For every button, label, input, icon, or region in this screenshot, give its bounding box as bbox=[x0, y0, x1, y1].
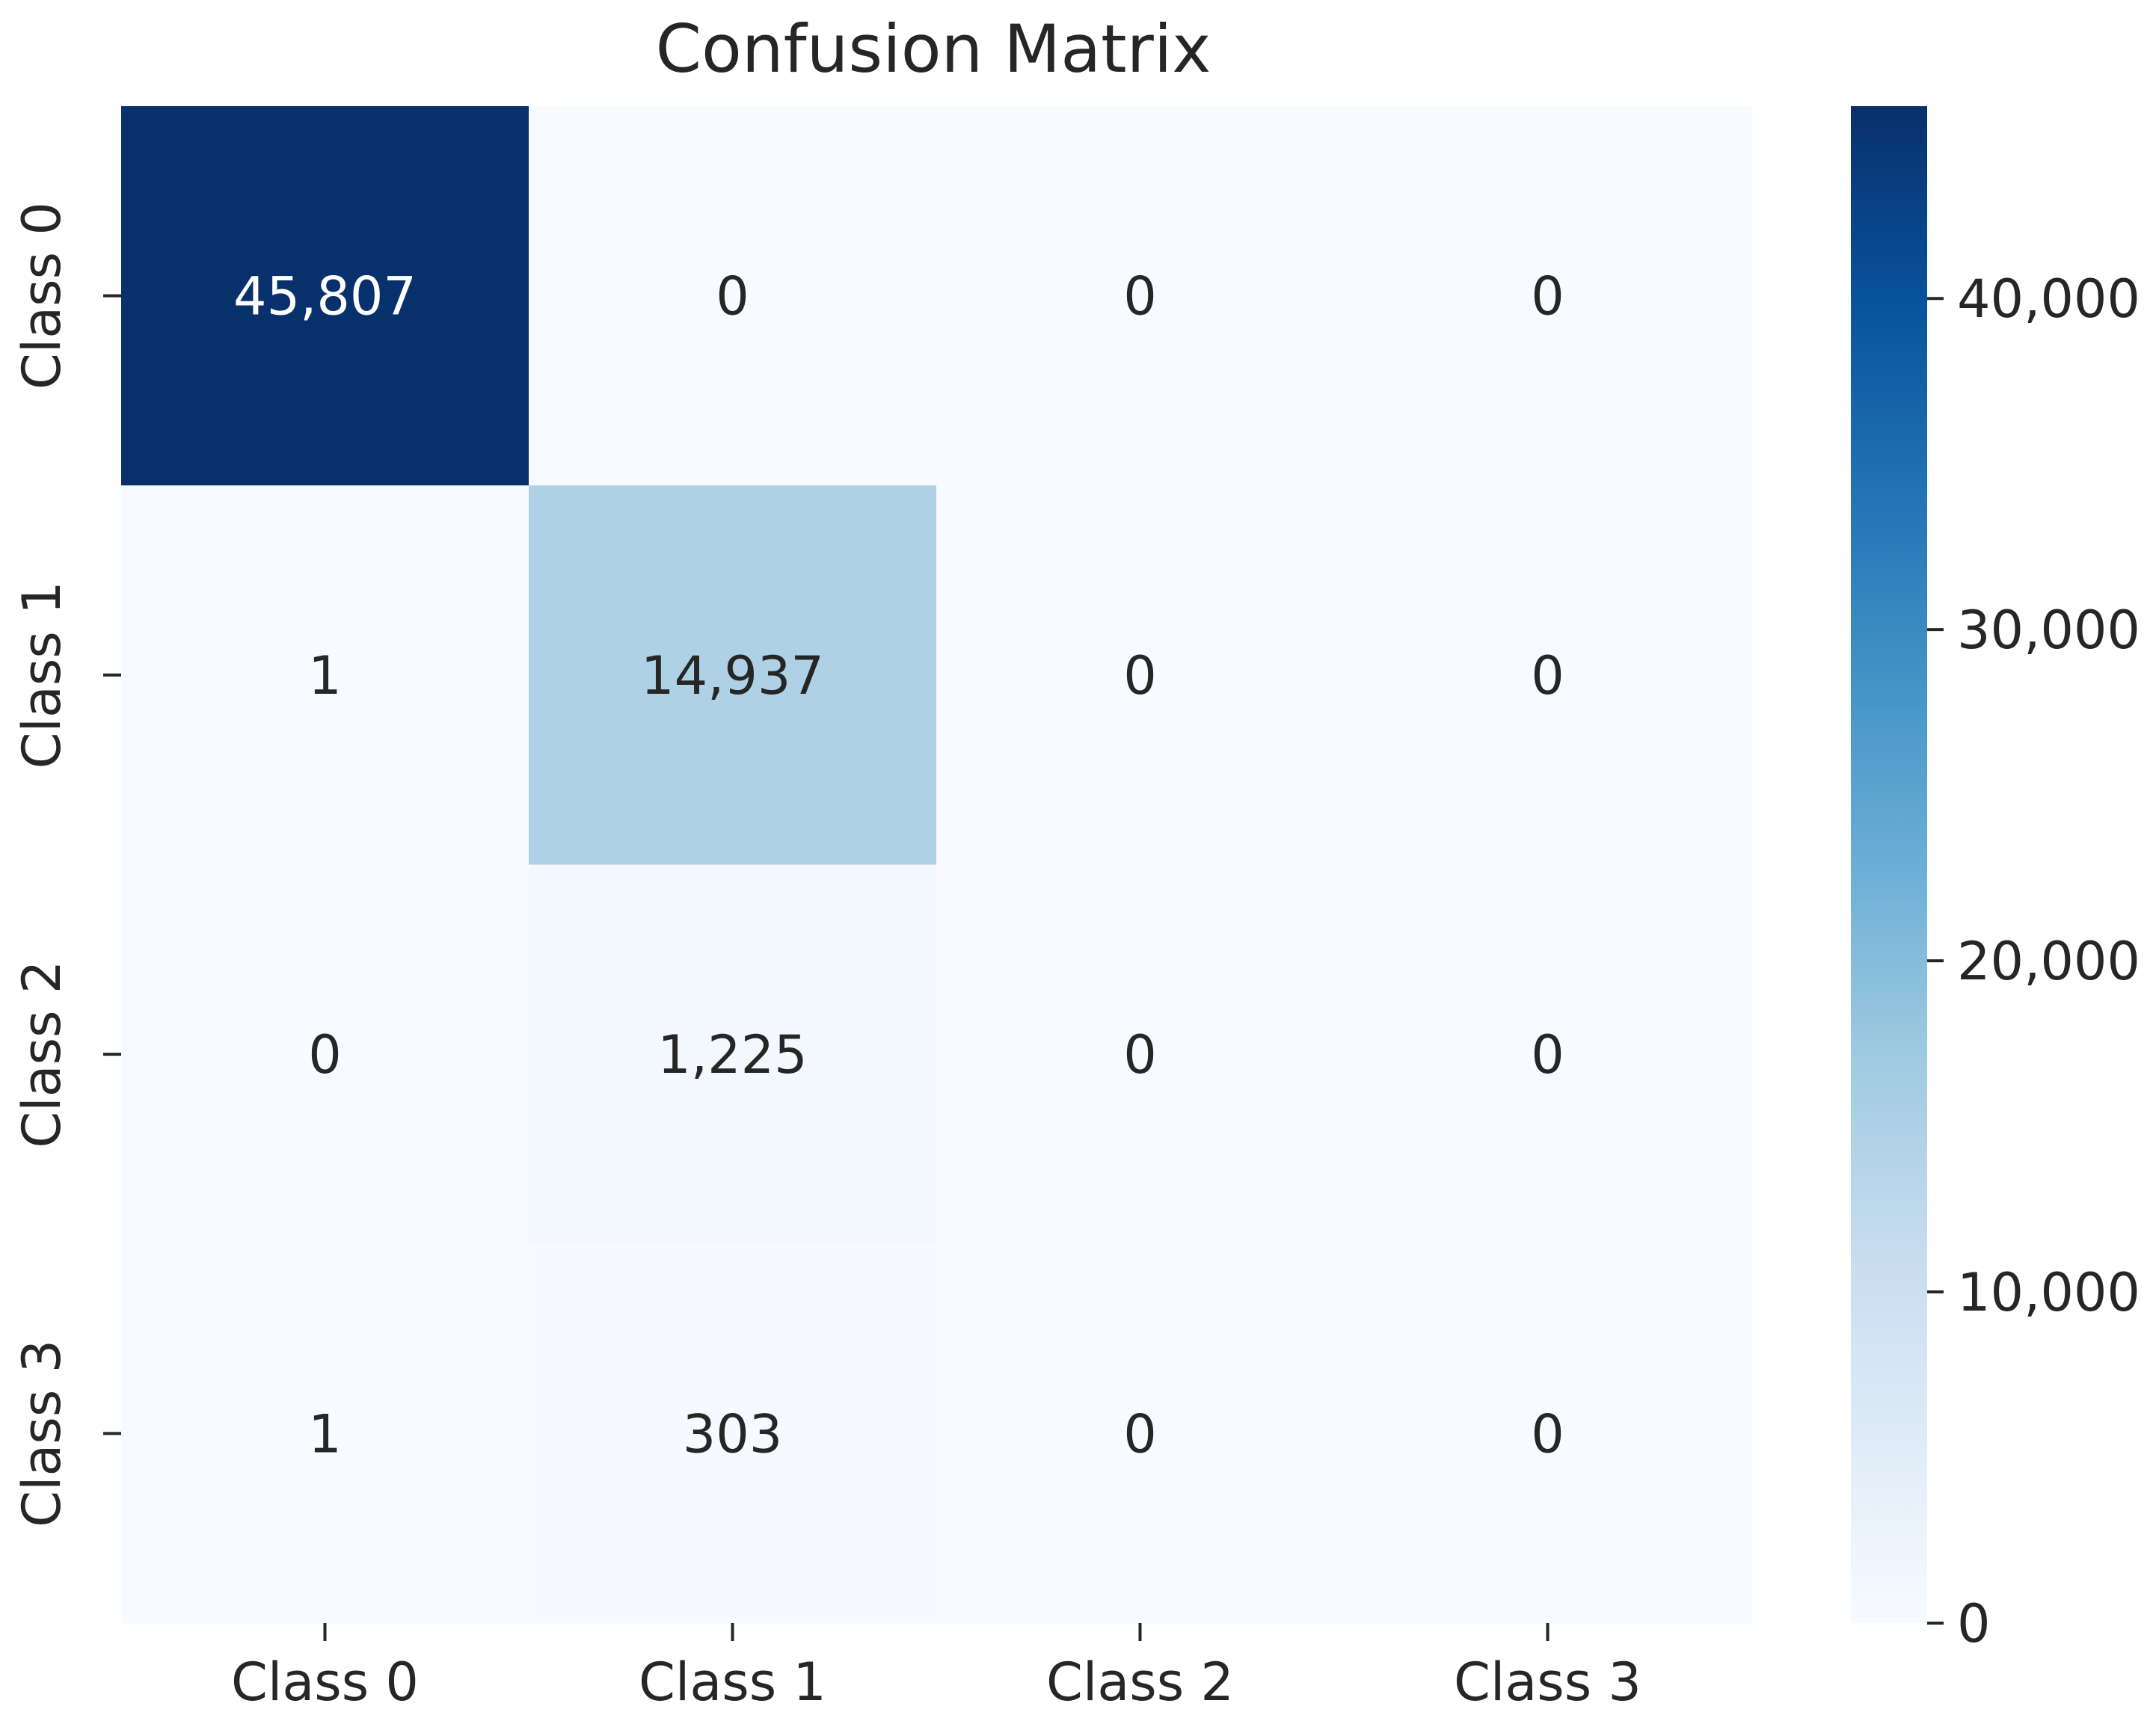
x-axis: Class 0 Class 1 Class 2 Class 3 bbox=[231, 1623, 1641, 1713]
heatmap-cell-r3-c0 bbox=[121, 1243, 529, 1624]
heatmap-cell-r3-c1 bbox=[529, 1243, 937, 1624]
cell-value-label: 0 bbox=[1531, 1403, 1564, 1465]
cell-value-label: 45,807 bbox=[233, 266, 417, 327]
cell-value-label: 1,225 bbox=[657, 1024, 807, 1086]
heatmap-cell-r3-c2 bbox=[936, 1243, 1345, 1624]
cell-value-label: 0 bbox=[1531, 266, 1564, 327]
colorbar: 0 10,000 20,000 30,000 40,000 bbox=[1851, 106, 2140, 1654]
cell-value-label: 0 bbox=[1123, 266, 1157, 327]
y-tick-label: Class 0 bbox=[11, 202, 73, 390]
cell-value-label: 0 bbox=[1123, 1024, 1157, 1086]
x-tick-label: Class 0 bbox=[231, 1652, 419, 1713]
heatmap-cell-r0-c0 bbox=[121, 106, 529, 486]
colorbar-tick-label: 0 bbox=[1957, 1593, 1991, 1654]
colorbar-tick-label: 30,000 bbox=[1957, 600, 2140, 661]
y-tick-label: Class 3 bbox=[11, 1340, 73, 1527]
heatmap-cell-labels: 45,807 0 0 0 1 14,937 0 0 0 1,225 0 0 1 303 0 0 bbox=[233, 266, 1564, 1465]
x-tick-label: Class 3 bbox=[1454, 1652, 1641, 1713]
heatmap-cell-r0-c1 bbox=[529, 106, 937, 486]
colorbar-tick-label: 40,000 bbox=[1957, 268, 2140, 330]
heatmap-cell-r2-c0 bbox=[121, 864, 529, 1245]
cell-value-label: 1 bbox=[308, 645, 342, 707]
heatmap-cell-r1-c1 bbox=[529, 485, 937, 865]
chart-title: Confusion Matrix bbox=[656, 10, 1211, 87]
heatmap-cell-r1-c2 bbox=[936, 485, 1345, 865]
heatmap-cell-r2-c2 bbox=[936, 864, 1345, 1245]
heatmap-cell-r2-c3 bbox=[1344, 864, 1752, 1245]
cell-value-label: 0 bbox=[1531, 1024, 1564, 1086]
cell-value-label: 0 bbox=[1123, 1403, 1157, 1465]
colorbar-tick-label: 20,000 bbox=[1957, 931, 2140, 992]
heatmap-cell-r3-c3 bbox=[1344, 1243, 1752, 1624]
heatmap-cell-r0-c2 bbox=[936, 106, 1345, 486]
heatmap-cell-r1-c0 bbox=[121, 485, 529, 865]
cell-value-label: 0 bbox=[716, 266, 749, 327]
heatmap-cell-r1-c3 bbox=[1344, 485, 1752, 865]
cell-value-label: 303 bbox=[683, 1403, 783, 1465]
y-tick-label: Class 2 bbox=[11, 961, 73, 1148]
heatmap-grid bbox=[121, 106, 1752, 1624]
x-tick-label: Class 2 bbox=[1046, 1652, 1234, 1713]
cell-value-label: 0 bbox=[1123, 645, 1157, 707]
cell-value-label: 1 bbox=[308, 1403, 342, 1465]
y-axis: Class 0 Class 1 Class 2 Class 3 bbox=[11, 202, 121, 1527]
heatmap-cell-r0-c3 bbox=[1344, 106, 1752, 486]
colorbar-gradient bbox=[1851, 106, 1927, 1623]
cell-value-label: 14,937 bbox=[641, 645, 824, 707]
cell-value-label: 0 bbox=[1531, 645, 1564, 707]
x-tick-label: Class 1 bbox=[639, 1652, 826, 1713]
y-tick-label: Class 1 bbox=[11, 581, 73, 769]
heatmap-cell-r2-c1 bbox=[529, 864, 937, 1245]
colorbar-tick-label: 10,000 bbox=[1957, 1262, 2140, 1323]
cell-value-label: 0 bbox=[308, 1024, 342, 1086]
